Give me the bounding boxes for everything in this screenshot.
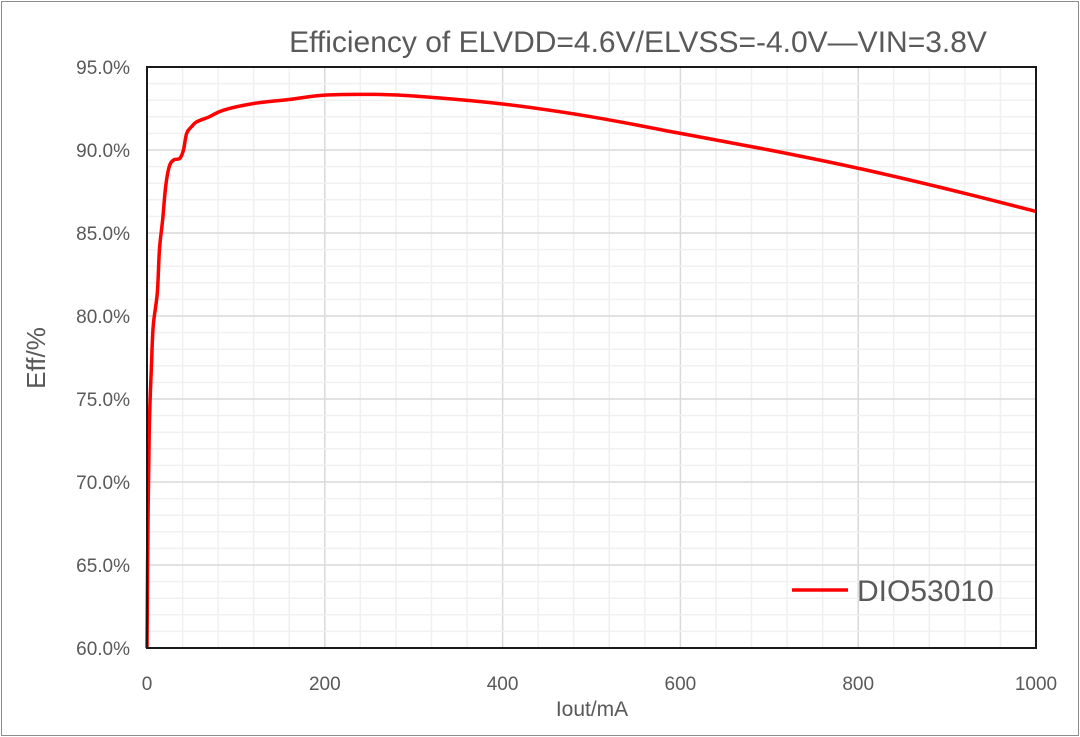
legend-label: DIO53010 <box>857 575 994 608</box>
y-tick-label: 75.0% <box>76 390 130 411</box>
legend: DIO53010 <box>792 575 994 608</box>
y-tick-label: 95.0% <box>76 58 130 79</box>
plot-area-border <box>146 66 1037 649</box>
grid <box>146 66 1037 649</box>
x-tick-label: 600 <box>665 674 697 695</box>
x-tick-label: 800 <box>842 674 874 695</box>
x-tick-label: 0 <box>142 674 153 695</box>
y-tick-label: 60.0% <box>76 639 130 660</box>
y-tick-label: 65.0% <box>76 556 130 577</box>
y-tick-label: 70.0% <box>76 473 130 494</box>
x-tick-label: 200 <box>309 674 341 695</box>
series-lines <box>145 92 1037 649</box>
chart-title: Efficiency of ELVDD=4.6V/ELVSS=-4.0V—VIN… <box>289 26 987 59</box>
series-line-dio53010 <box>145 92 1037 649</box>
y-axis-label: Eff/% <box>21 327 51 389</box>
x-tick-label: 400 <box>487 674 519 695</box>
y-tick-label: 80.0% <box>76 307 130 328</box>
y-tick-label: 90.0% <box>76 141 130 162</box>
x-tick-label: 1000 <box>1015 674 1057 695</box>
y-tick-label: 85.0% <box>76 224 130 245</box>
tick-labels: 0 200 400 600 800 1000 60.0% 65.0% 70.0% 75.0% 80.… <box>76 58 1057 695</box>
x-axis-label: Iout/mA <box>556 698 628 721</box>
